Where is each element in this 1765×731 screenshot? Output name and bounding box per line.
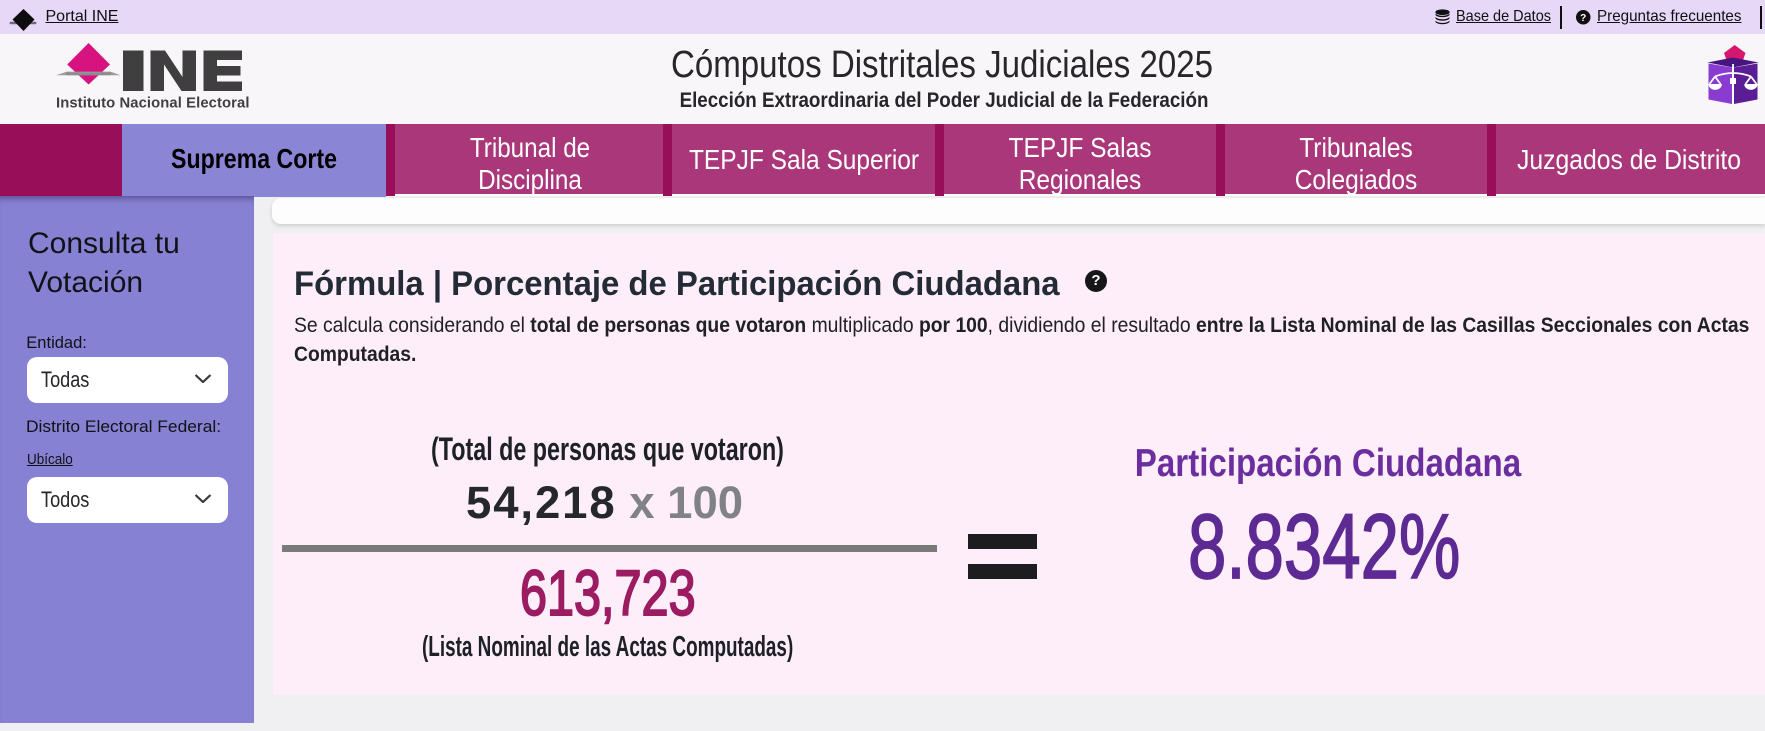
svg-text:Instituto Nacional Electoral: Instituto Nacional Electoral — [56, 96, 250, 112]
svg-text:?: ? — [1580, 13, 1586, 24]
